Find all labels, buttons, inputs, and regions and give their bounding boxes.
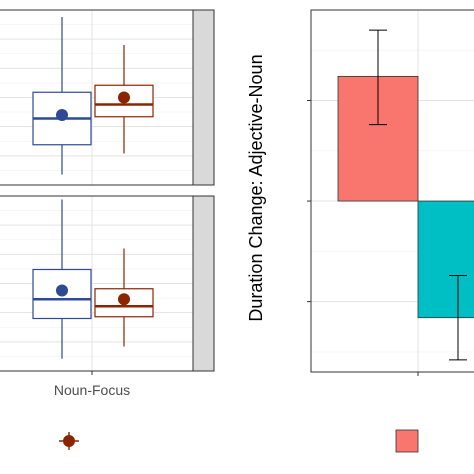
facet-strip (192, 9, 215, 186)
right-bar-chart: Duration Change: Adjective-Noun (246, 9, 474, 453)
left-boxplot-chart: Noun-Focus (0, 9, 215, 450)
box-noun-mean-point (118, 91, 130, 104)
x-tick-label: Noun-Focus (54, 382, 130, 398)
legend-key-adjective (395, 429, 419, 453)
panel-border (310, 9, 474, 373)
left-legend (59, 432, 79, 450)
box-noun-mean-point (118, 293, 130, 306)
facet-strip (192, 195, 215, 372)
bar-noun (417, 200, 474, 319)
box-adjective-mean-point (56, 109, 68, 121)
y-axis-label: Duration Change: Adjective-Noun (246, 54, 266, 321)
legend-key-noun-point (63, 435, 75, 447)
box-adjective-mean-point (56, 284, 68, 297)
right-legend (395, 429, 419, 453)
